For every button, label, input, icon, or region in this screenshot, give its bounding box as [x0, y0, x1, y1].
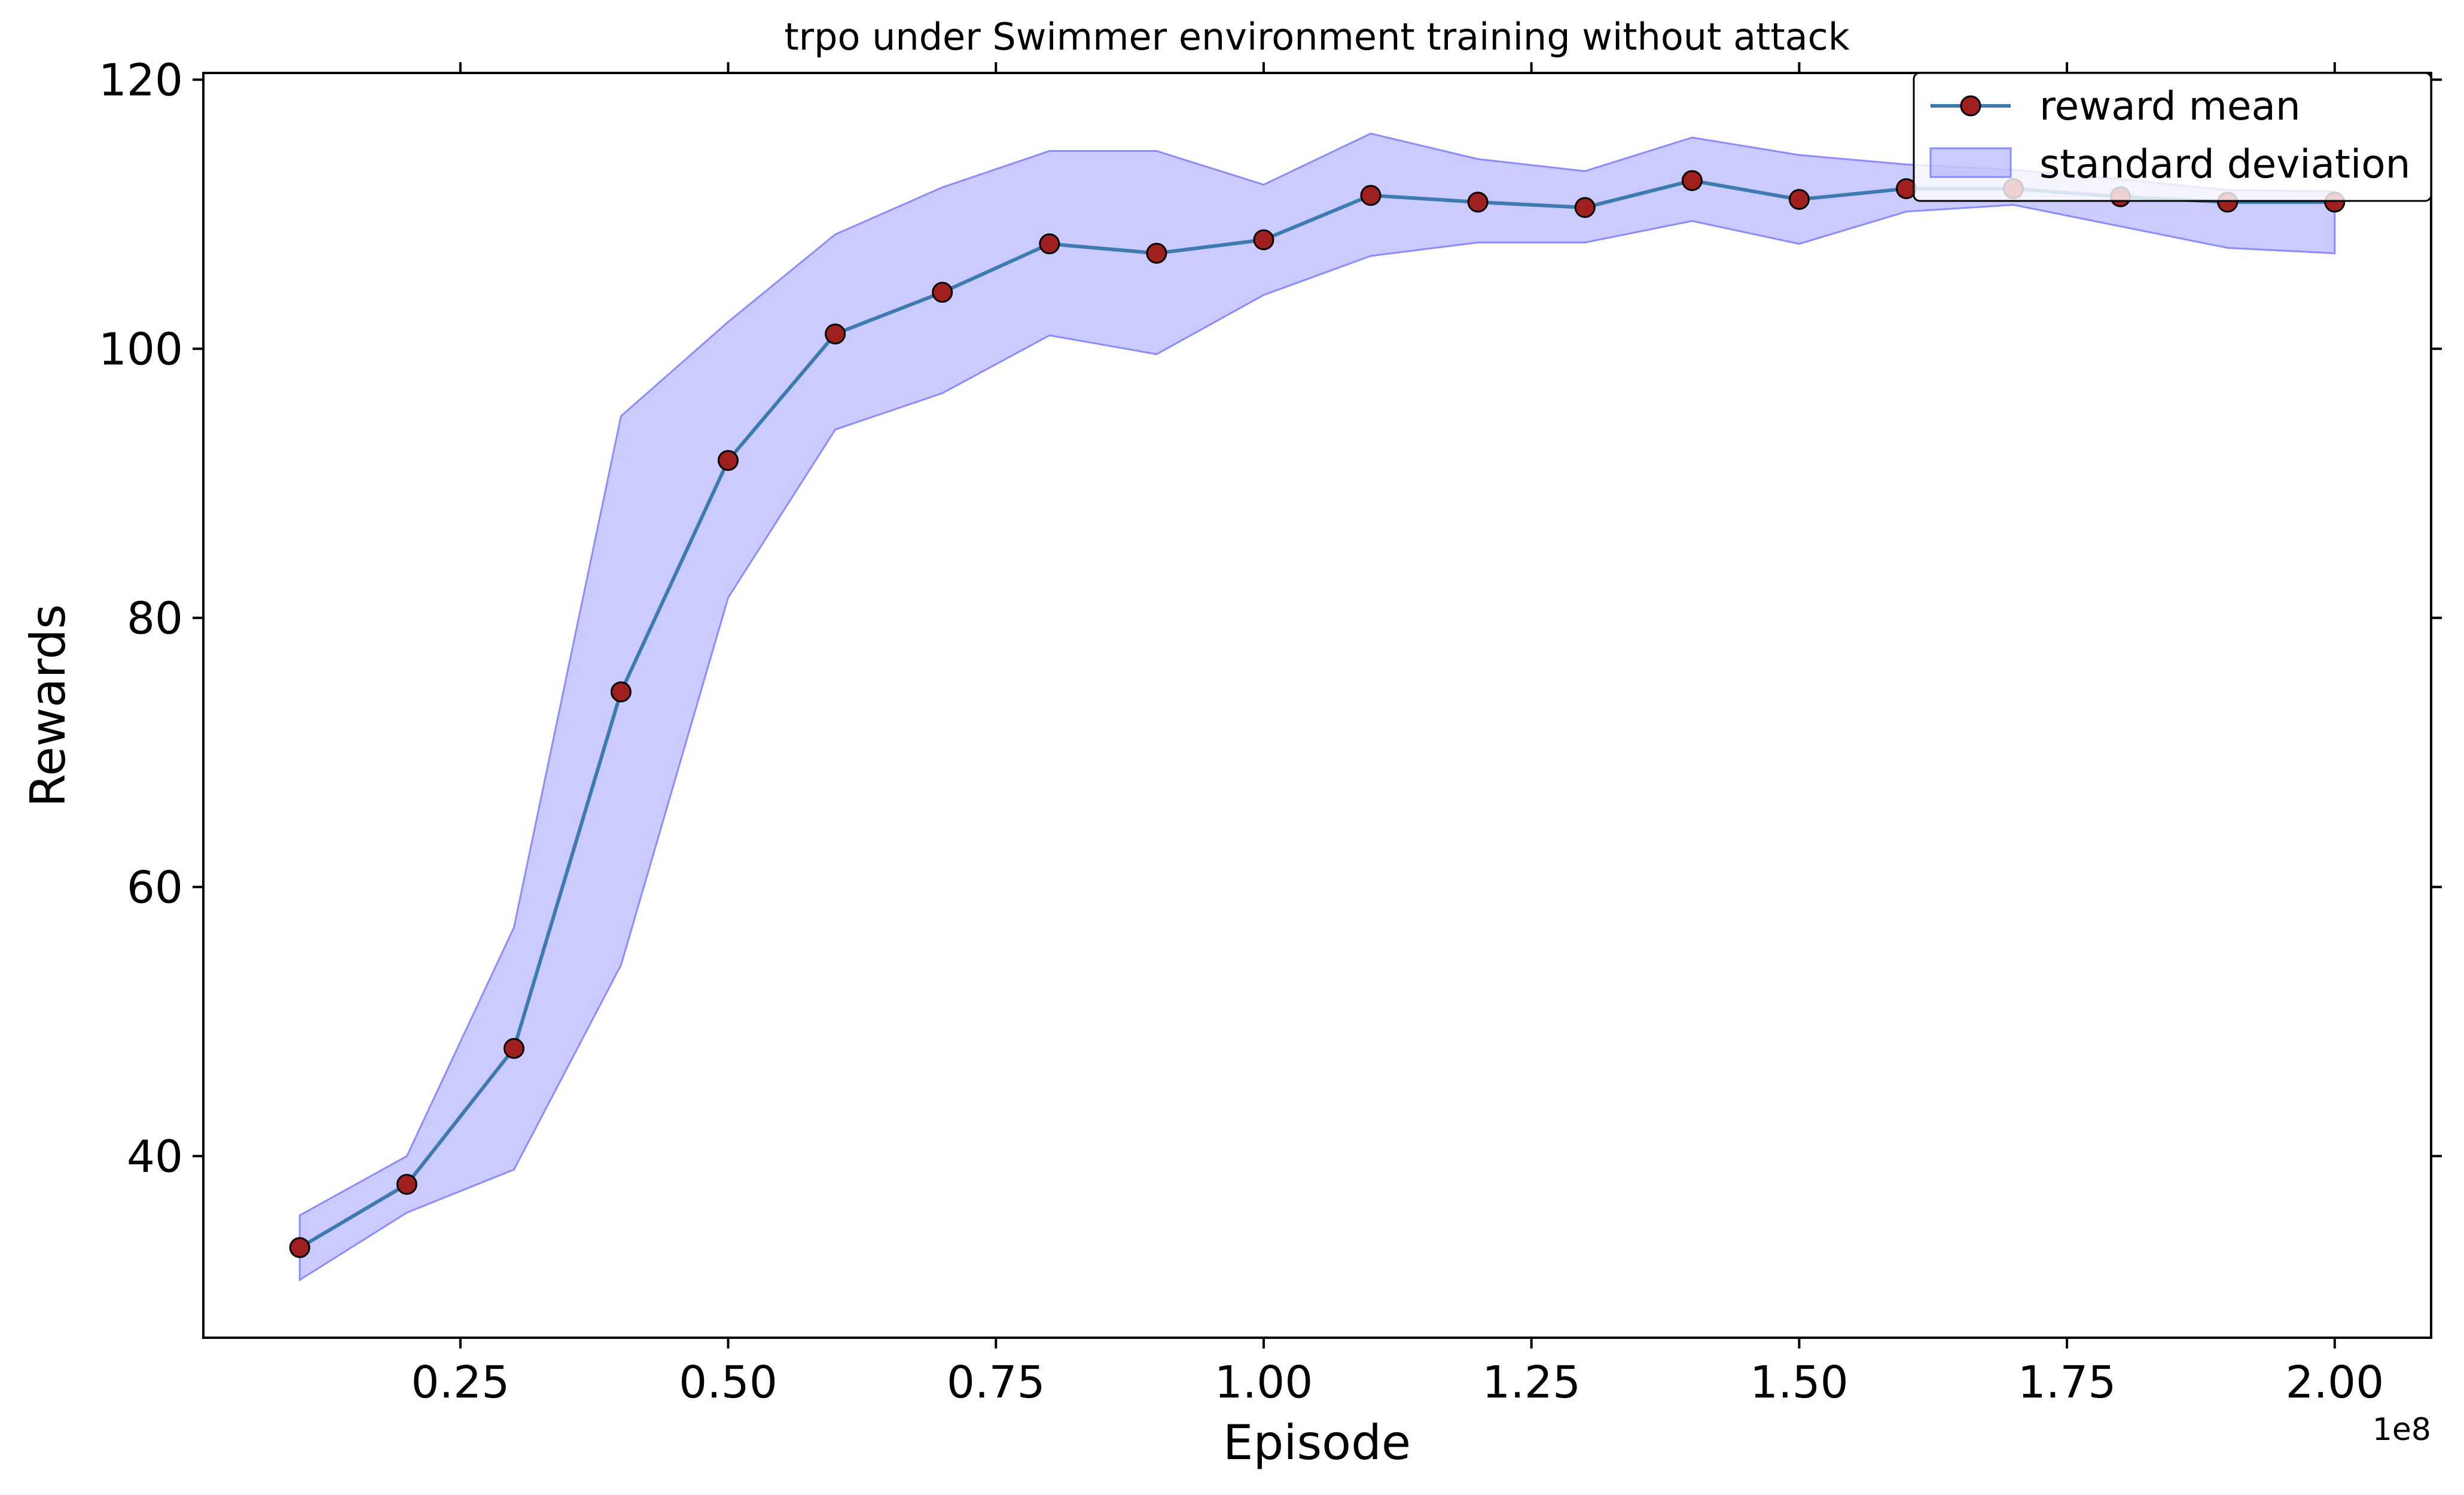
data-point	[825, 324, 846, 344]
data-point	[718, 450, 739, 471]
x-tick-label: 1.75	[2018, 1357, 2117, 1408]
x-axis-label: Episode	[1223, 1415, 1411, 1470]
data-point	[1467, 191, 1489, 213]
chart-title: trpo under Swimmer environment training …	[784, 15, 1849, 59]
data-point	[396, 1174, 417, 1195]
y-tick-label: 80	[127, 593, 183, 644]
y-axis-label: Rewards	[20, 604, 76, 807]
data-point	[1253, 229, 1274, 251]
std-band	[298, 132, 2336, 1282]
y-tick-label: 100	[99, 324, 183, 375]
y-tick-label: 40	[127, 1131, 183, 1182]
data-point	[1788, 189, 1810, 210]
legend-label-standard-deviation: standard deviation	[2039, 141, 2411, 187]
x-tick-label: 0.25	[411, 1357, 510, 1408]
data-point	[1681, 170, 1703, 191]
data-point	[610, 681, 632, 703]
data-point	[1574, 197, 1596, 218]
plot-area	[289, 132, 2346, 1282]
legend-label-reward-mean: reward mean	[2039, 83, 2301, 129]
x-tick-label: 1.00	[1215, 1357, 1313, 1408]
data-point	[1360, 185, 1382, 206]
axes-frame	[202, 72, 2432, 1339]
y-tick-label: 120	[99, 54, 183, 106]
legend-band-swatch	[1929, 147, 2012, 178]
data-point	[503, 1038, 524, 1059]
y-tick-label: 60	[127, 862, 183, 913]
axis-ticks: 0.25 0.50 0.75 1.00 1.25 1.50 1.75 2.00 40 60 80 10…	[99, 54, 2442, 1408]
data-point	[932, 282, 953, 303]
data-point	[1039, 233, 1060, 255]
data-point	[1146, 243, 1167, 264]
x-offset-label: 1e8	[2372, 1412, 2431, 1448]
legend-marker-swatch	[1960, 95, 1981, 117]
x-tick-label: 0.75	[947, 1357, 1045, 1408]
x-tick-label: 0.50	[679, 1357, 777, 1408]
x-tick-label: 1.50	[1750, 1357, 1849, 1408]
data-point	[289, 1237, 310, 1258]
legend: reward mean standard deviation	[1913, 72, 2432, 202]
x-tick-label: 2.00	[2285, 1357, 2384, 1408]
legend-frame	[1913, 72, 2432, 202]
x-tick-label: 1.25	[1482, 1357, 1581, 1408]
